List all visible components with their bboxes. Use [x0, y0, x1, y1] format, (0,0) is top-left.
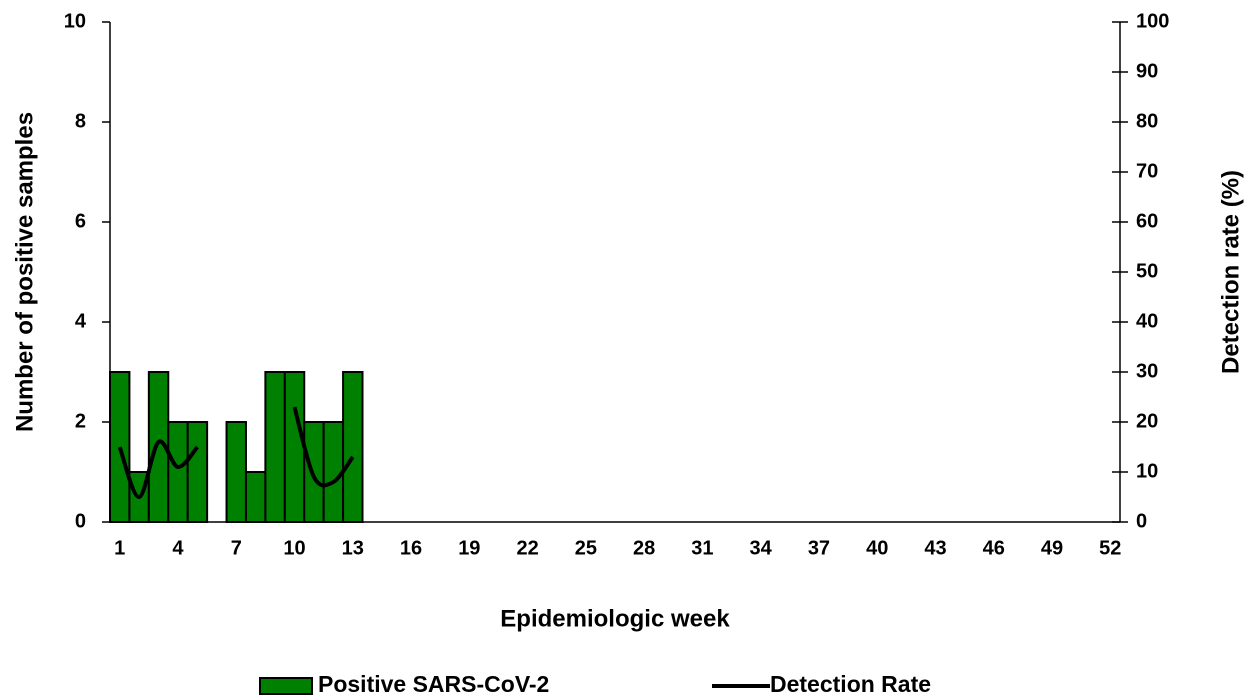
bar: [342, 371, 364, 523]
bar: [225, 421, 247, 523]
y2-tick-label: 60: [1136, 210, 1158, 232]
y2-tick-label: 30: [1136, 360, 1158, 382]
y2-tick-label: 20: [1136, 410, 1158, 432]
x-tick-label: 49: [1041, 537, 1063, 559]
bar: [283, 371, 306, 523]
y-axis-title: Number of positive samples: [11, 112, 38, 432]
y-tick-label: 0: [75, 510, 86, 532]
x-tick-label: 46: [983, 537, 1005, 559]
y-tick-label: 6: [75, 210, 86, 232]
x-tick-label: 31: [691, 537, 713, 559]
x-tick-label: 22: [516, 537, 538, 559]
bar: [322, 421, 345, 523]
x-tick-label: 52: [1099, 537, 1121, 559]
x-axis-title: Epidemiologic week: [500, 605, 730, 632]
legend-swatch: [259, 677, 313, 695]
y2-tick-label: 10: [1136, 460, 1158, 482]
x-tick-label: 10: [283, 537, 305, 559]
legend-label: Positive SARS-CoV-2: [318, 671, 549, 695]
x-tick-label: 28: [633, 537, 655, 559]
y2-tick-label: 0: [1136, 510, 1147, 532]
legend-label: Detection Rate: [770, 671, 931, 695]
x-tick-label: 43: [924, 537, 946, 559]
x-tick-label: 13: [342, 537, 364, 559]
x-tick-label: 25: [575, 537, 597, 559]
x-tick-label: 4: [172, 537, 184, 559]
bar: [264, 371, 286, 523]
line: [117, 406, 355, 500]
y-tick-label: 8: [75, 110, 86, 132]
y2-tick-label: 80: [1136, 110, 1158, 132]
y2-tick-label: 70: [1136, 160, 1158, 182]
bar: [186, 421, 209, 523]
bar: [244, 471, 267, 523]
x-tick-label: 16: [400, 537, 422, 559]
x-tick-label: 37: [808, 537, 830, 559]
y2-tick-label: 40: [1136, 310, 1158, 332]
x-tick-label: 34: [750, 537, 773, 559]
x-tick-label: 19: [458, 537, 480, 559]
y-tick-label: 10: [64, 10, 86, 32]
x-tick-label: 1: [114, 537, 125, 559]
y2-tick-label: 100: [1136, 10, 1169, 32]
y2-tick-label: 90: [1136, 60, 1158, 82]
y2-axis-title: Detection rate (%): [1217, 170, 1244, 374]
y-tick-label: 2: [75, 410, 86, 432]
x-tick-label: 40: [866, 537, 888, 559]
y-tick-label: 4: [75, 310, 87, 332]
x-tick-label: 7: [231, 537, 242, 559]
bar: [167, 421, 189, 523]
y2-tick-label: 50: [1136, 260, 1158, 282]
